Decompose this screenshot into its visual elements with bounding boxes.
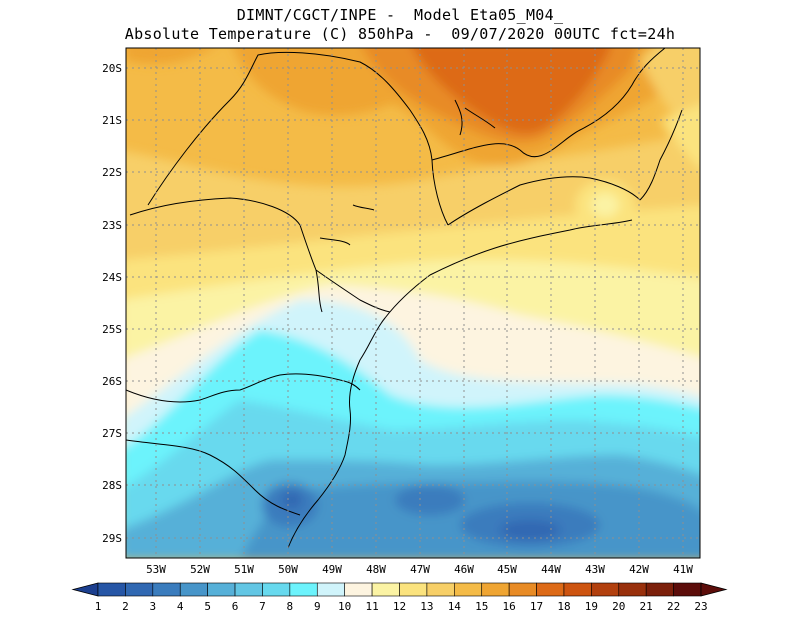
colorbar-label: 10 <box>338 600 351 613</box>
colorbar-swatch <box>125 582 154 597</box>
colorbar-label: 12 <box>393 600 406 613</box>
lon-label: 45W <box>497 563 517 576</box>
lon-label: 53W <box>146 563 166 576</box>
lat-label: 26S <box>102 375 122 388</box>
colorbar-swatch <box>426 582 455 597</box>
lon-label: 46W <box>454 563 474 576</box>
colorbar-swatch <box>591 582 620 597</box>
lon-label: 52W <box>190 563 210 576</box>
lon-label: 44W <box>541 563 561 576</box>
colorbar-label: 18 <box>557 600 570 613</box>
colorbar-label: 16 <box>503 600 516 613</box>
coordinate-grid <box>126 48 700 558</box>
colorbar-label: 2 <box>122 600 129 613</box>
colorbar-label: 23 <box>694 600 707 613</box>
colorbar-label: 11 <box>365 600 378 613</box>
colorbar-label: 6 <box>232 600 239 613</box>
lat-label: 27S <box>102 427 122 440</box>
colorbar-label: 7 <box>259 600 266 613</box>
colorbar-label: 5 <box>204 600 211 613</box>
map-title-line-2: Absolute Temperature (C) 850hPa - 09/07/… <box>124 25 676 43</box>
colorbar-swatch <box>371 582 400 597</box>
colorbar-label: 4 <box>177 600 184 613</box>
lon-label: 49W <box>322 563 342 576</box>
colorbar-swatch <box>316 582 345 597</box>
colorbar-swatch <box>399 582 428 597</box>
colorbar-swatch <box>563 582 592 597</box>
longitude-labels: 53W 52W 51W 50W 49W 48W 47W 46W 45W 44W … <box>146 563 693 576</box>
lat-label: 28S <box>102 479 122 492</box>
lon-label: 41W <box>673 563 693 576</box>
colorbar-swatch <box>618 582 647 597</box>
colorbar-swatch <box>97 582 126 597</box>
lat-label: 21S <box>102 114 122 127</box>
lon-label: 42W <box>629 563 649 576</box>
lon-label: 47W <box>410 563 430 576</box>
colorbar-label: 14 <box>448 600 462 613</box>
colorbar-swatch <box>207 582 236 597</box>
lon-label: 50W <box>278 563 298 576</box>
colorbar-swatch <box>645 582 674 597</box>
colorbar-left-arrow <box>71 582 99 597</box>
colorbar-swatch <box>673 582 702 597</box>
plot-frame <box>125 47 701 559</box>
lat-label: 22S <box>102 166 122 179</box>
lat-label: 24S <box>102 271 122 284</box>
colorbar-label: 15 <box>475 600 488 613</box>
lat-label: 29S <box>102 532 122 545</box>
colorbar-swatch <box>454 582 483 597</box>
colorbar-right-arrow <box>700 582 728 597</box>
temperature-field <box>126 48 700 558</box>
lat-label: 23S <box>102 219 122 232</box>
colorbar-swatch <box>536 582 565 597</box>
colorbar-label: 8 <box>287 600 294 613</box>
lat-label: 20S <box>102 62 122 75</box>
colorbar-swatch <box>508 582 537 597</box>
colorbar-swatch <box>179 582 208 597</box>
colorbar-swatch <box>481 582 510 597</box>
colorbar-swatch <box>289 582 318 597</box>
lat-label: 25S <box>102 323 122 336</box>
colorbar-label: 13 <box>420 600 433 613</box>
colorbar-label: 22 <box>667 600 680 613</box>
lon-label: 51W <box>234 563 254 576</box>
lon-label: 48W <box>366 563 386 576</box>
colorbar-swatch <box>234 582 263 597</box>
lon-label: 43W <box>585 563 605 576</box>
colorbar-label: 1 <box>95 600 102 613</box>
colorbar: 1 2 3 4 5 6 7 8 9 10 11 12 13 14 15 16 17 18 19 20 21 22 23 <box>71 582 728 613</box>
colorbar-label: 20 <box>612 600 625 613</box>
colorbar-swatch <box>344 582 373 597</box>
colorbar-swatch <box>152 582 181 597</box>
colorbar-label: 3 <box>150 600 157 613</box>
state-and-coast-boundaries <box>126 48 683 549</box>
colorbar-label: 17 <box>530 600 543 613</box>
colorbar-label: 9 <box>314 600 321 613</box>
colorbar-label: 19 <box>585 600 598 613</box>
colorbar-swatch <box>262 582 291 597</box>
map-title-line-1: DIMNT/CGCT/INPE - Model Eta05_M04_ <box>236 6 564 24</box>
colorbar-label: 21 <box>640 600 653 613</box>
latitude-labels: 20S 21S 22S 23S 24S 25S 26S 27S 28S 29S <box>102 62 122 545</box>
